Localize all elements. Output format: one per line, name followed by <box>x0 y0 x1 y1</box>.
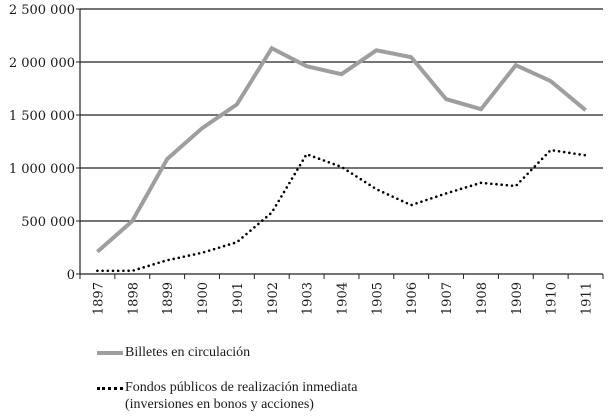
y-tick-label: 0 <box>67 268 75 283</box>
x-tick-label: 1908 <box>475 282 490 315</box>
x-tick-label: 1911 <box>580 282 595 315</box>
x-tick-label: 1904 <box>336 282 351 315</box>
x-tick-label: 1898 <box>126 282 141 315</box>
legend-item-billetes: Billetes en circulación <box>97 344 250 361</box>
legend-label: Billetes en circulación <box>125 345 251 360</box>
gridlines <box>80 8 603 222</box>
legend-label: Fondos públicos de realización inmediata <box>125 380 358 395</box>
y-axis: 0 500 000 1 000 000 1 500 000 2 000 000 2 500… <box>9 3 81 283</box>
x-axis: 1897 1898 1899 1900 1901 1902 1903 1904 1905 1906… <box>79 273 604 315</box>
dotted-line-swatch-icon <box>97 387 123 390</box>
x-tick-label: 1899 <box>161 282 176 315</box>
x-tick-label: 1905 <box>370 282 385 315</box>
y-tick-label: 2 500 000 <box>9 3 75 18</box>
x-tick-label: 1901 <box>231 282 246 315</box>
series-line-fondos <box>96 148 587 273</box>
y-tick-label: 500 000 <box>21 215 75 230</box>
x-tick-label: 1902 <box>266 282 281 315</box>
solid-line-swatch-icon <box>97 351 123 355</box>
legend-item-fondos: Fondos públicos de realización inmediata… <box>97 379 358 413</box>
x-tick-label: 1907 <box>440 282 455 315</box>
legend: Fondos públicos de realización inmediata… <box>97 379 358 413</box>
x-tick-label: 1910 <box>545 282 560 315</box>
y-tick-label: 1 500 000 <box>9 109 75 124</box>
line-chart: 0 500 000 1 000 000 1 500 000 2 000 000 2 500… <box>9 3 604 315</box>
x-tick-label: 1909 <box>510 282 525 315</box>
x-tick-label: 1900 <box>196 282 211 315</box>
y-tick-label: 2 000 000 <box>9 56 75 71</box>
legend: Billetes en circulación <box>97 344 250 361</box>
series-line-billetes <box>96 45 587 254</box>
data-series <box>96 45 587 273</box>
x-tick-label: 1897 <box>91 282 106 315</box>
y-tick-label: 1 000 000 <box>9 162 75 177</box>
legend-label-continued: (inversiones en bonos y acciones) <box>125 397 314 412</box>
x-tick-label: 1906 <box>405 282 420 315</box>
x-tick-label: 1903 <box>301 282 316 315</box>
